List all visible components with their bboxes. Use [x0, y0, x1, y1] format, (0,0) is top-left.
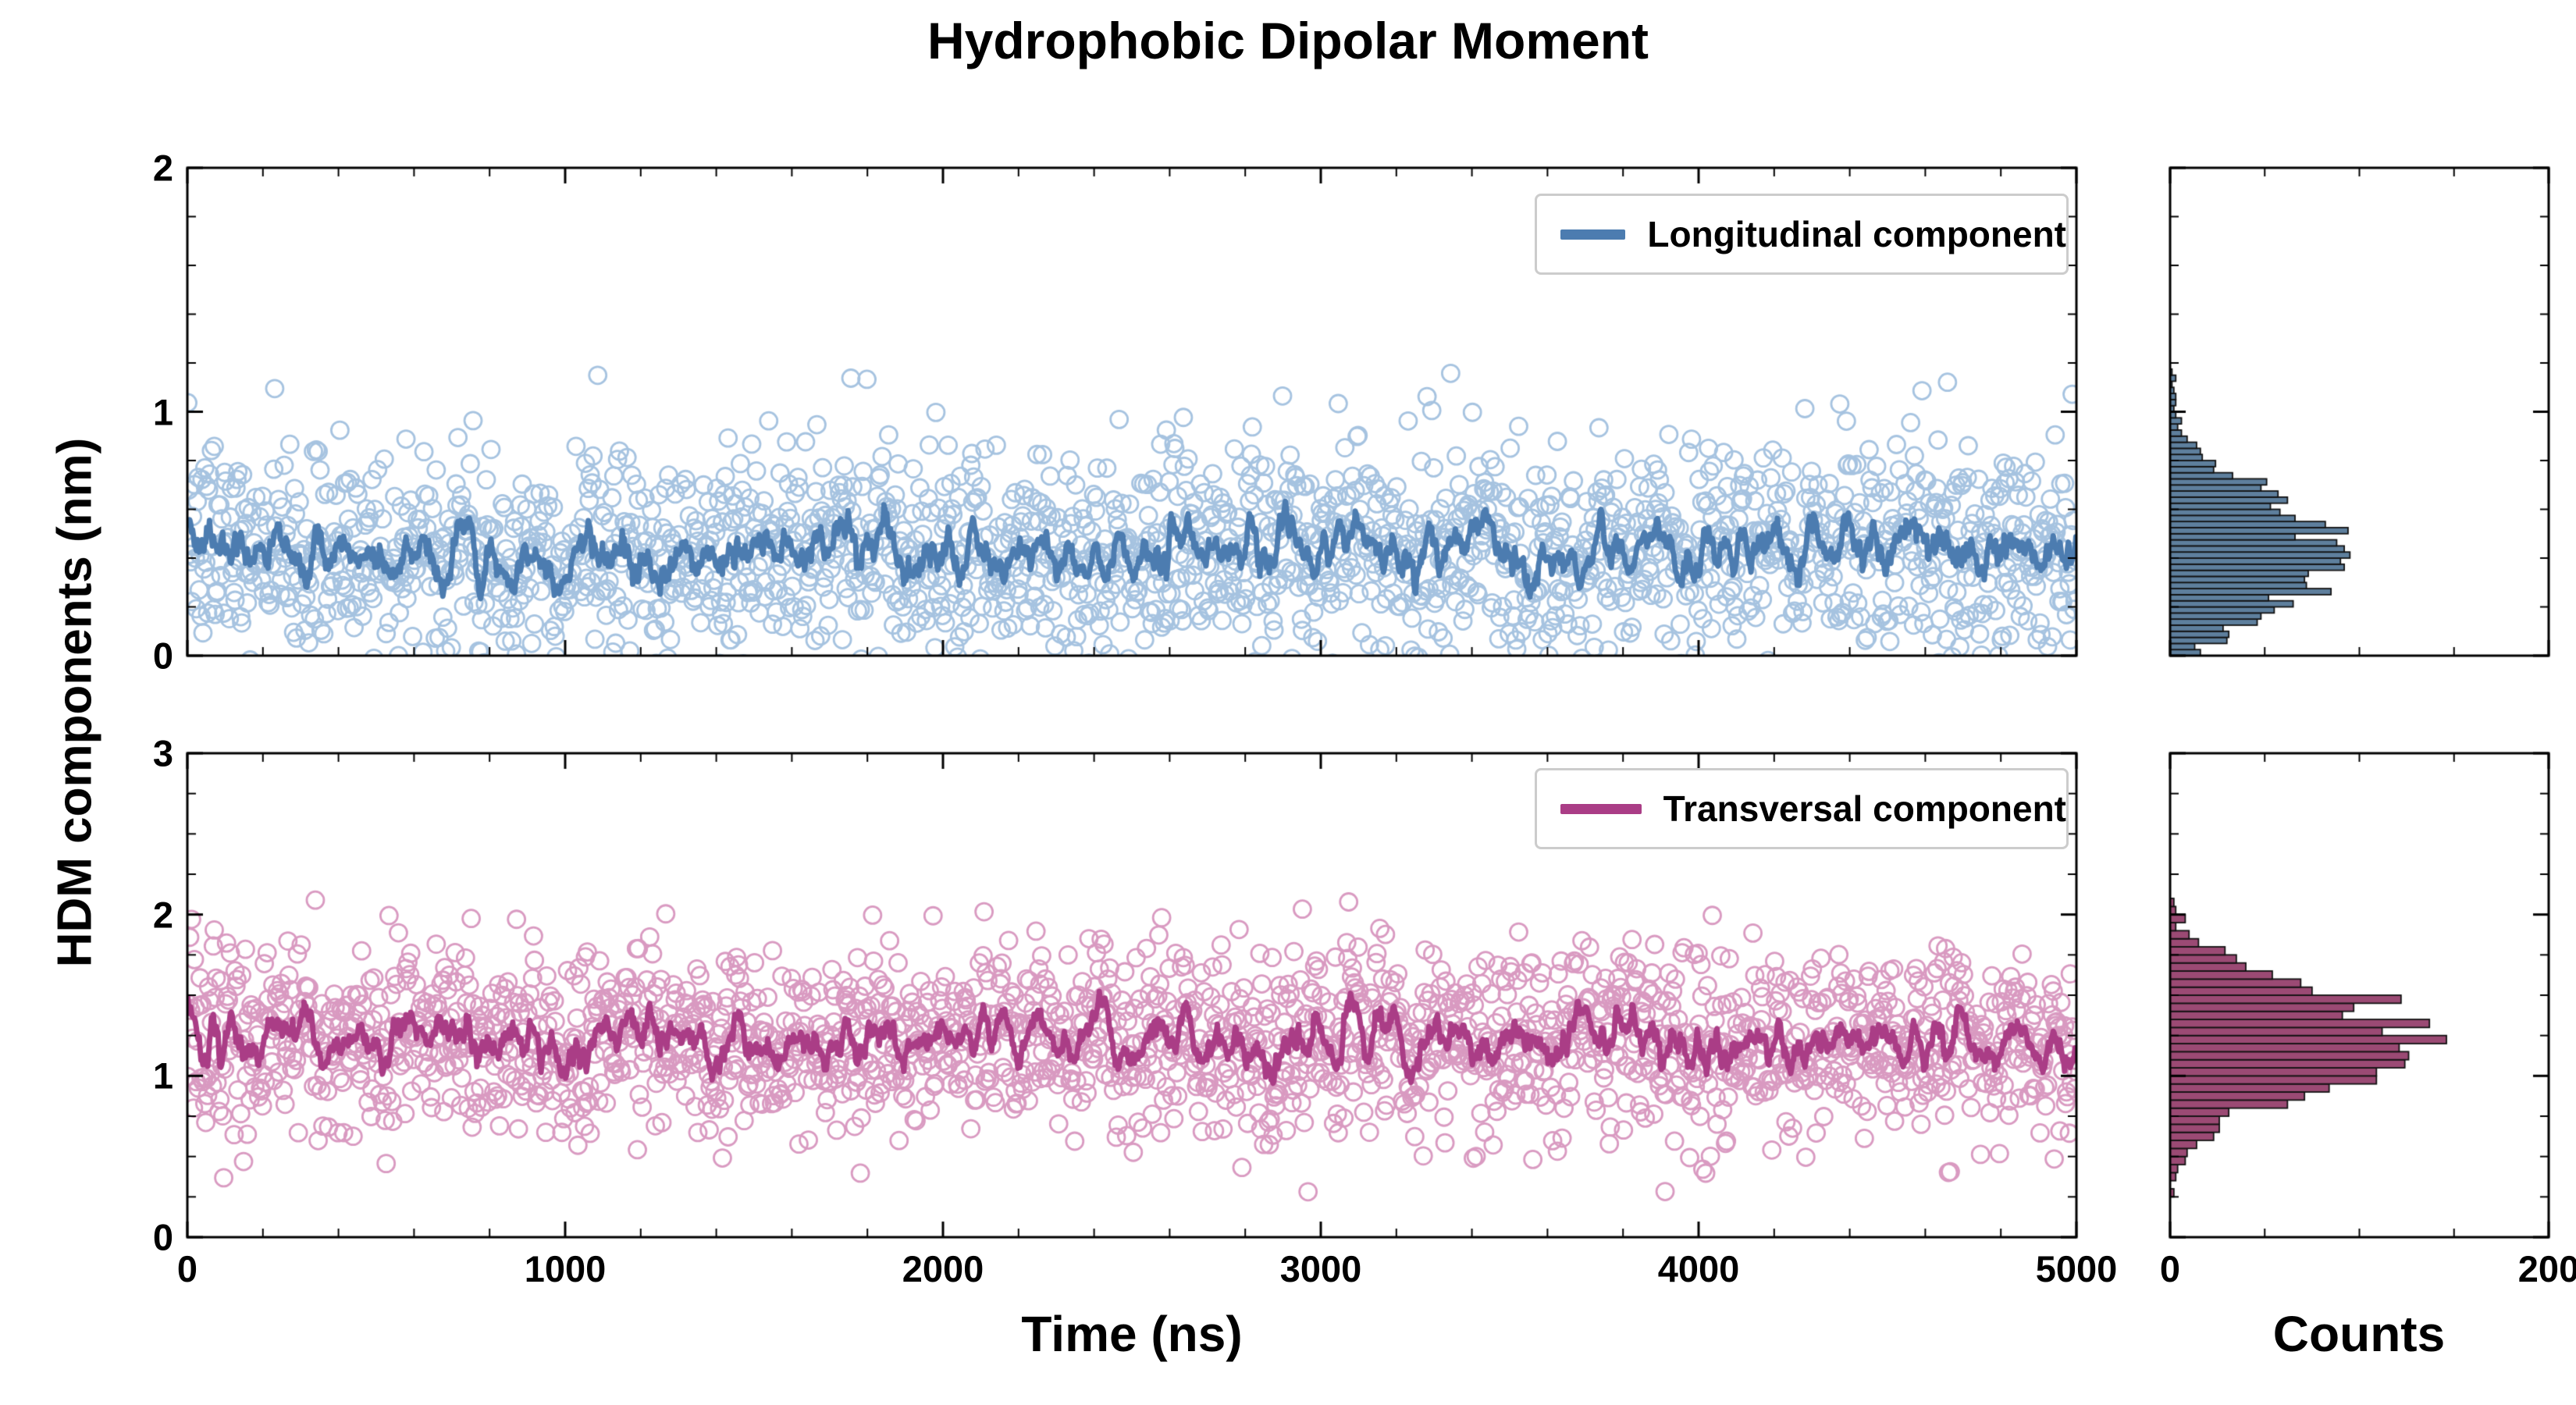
- y-tick-label-panel1-0: 0: [152, 1216, 173, 1258]
- counts-tick-label-200: 200: [2517, 1248, 2576, 1289]
- x-axis-label: Time (ns): [1021, 1306, 1243, 1362]
- counts-axis-label: Counts: [2272, 1306, 2446, 1362]
- y-tick-label-panel1-3: 3: [152, 732, 173, 774]
- x-tick-label-0: 0: [176, 1248, 198, 1289]
- y-tick-label-panel1-1: 1: [152, 1055, 173, 1097]
- legend-label-longitudinal: Longitudinal component: [1647, 214, 2066, 254]
- y-tick-label-panel0-1: 1: [152, 391, 173, 432]
- y-tick-label-panel0-0: 0: [152, 635, 173, 677]
- y-axis-label: HDM components (nm): [48, 437, 102, 968]
- counts-tick-label-0: 0: [2159, 1248, 2181, 1289]
- chart-title: Hydrophobic Dipolar Moment: [927, 12, 1649, 69]
- x-tick-label-5000: 5000: [2035, 1248, 2118, 1289]
- y-tick-label-panel0-2: 2: [152, 147, 173, 189]
- y-tick-label-panel1-2: 2: [152, 894, 173, 936]
- legend-line-swatch-blue: [1560, 229, 1626, 240]
- legend-longitudinal: Longitudinal component: [1535, 194, 2069, 275]
- x-tick-label-3000: 3000: [1279, 1248, 1362, 1289]
- legend-line-swatch-magenta: [1560, 803, 1642, 814]
- legend-label-transversal: Transversal component: [1663, 788, 2066, 829]
- x-tick-label-2000: 2000: [902, 1248, 984, 1289]
- x-tick-label-4000: 4000: [1657, 1248, 1740, 1289]
- legend-transversal: Transversal component: [1535, 768, 2069, 849]
- x-tick-label-1000: 1000: [524, 1248, 607, 1289]
